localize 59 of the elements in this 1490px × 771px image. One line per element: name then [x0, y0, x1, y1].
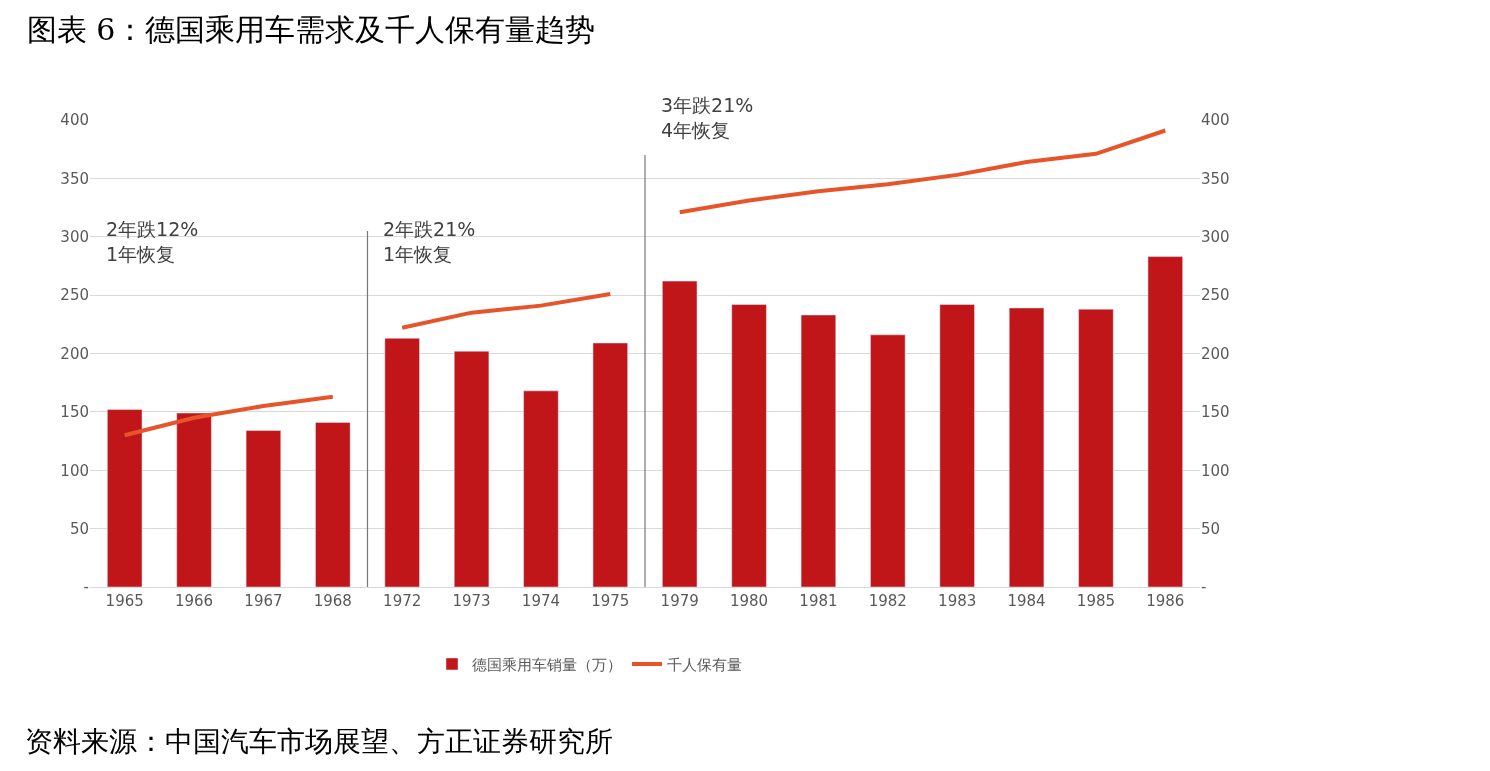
y-tick-label: 100	[60, 461, 89, 480]
x-tick-label: 1972	[383, 592, 422, 610]
x-tick-label: 1966	[174, 592, 214, 610]
bar	[1147, 256, 1183, 587]
annotation: 3年跌21% 4年恢复	[661, 94, 754, 141]
bar	[245, 430, 282, 587]
y2-tick-label: 400	[1201, 111, 1230, 130]
bar	[523, 390, 559, 587]
y-tick-label: 400	[60, 111, 89, 130]
bar	[939, 304, 975, 587]
y-tick-label: 300	[60, 228, 89, 246]
x-tick-label: 1986	[1146, 592, 1185, 610]
x-tick-label: 1981	[799, 592, 838, 610]
text: 资料来源：中国汽车市场展望、方正证券研究所	[25, 725, 613, 758]
y2-tick-label: 150	[1201, 403, 1230, 422]
bar	[176, 412, 212, 587]
annotation: 2年跌12% 1年恢复	[106, 218, 199, 265]
y2-tick-label: 50	[1201, 519, 1221, 538]
y2-tick-label: 250	[1201, 286, 1230, 305]
y2-tick-label: 200	[1201, 344, 1230, 363]
bar	[592, 342, 628, 587]
x-tick-label: 1968	[313, 592, 352, 610]
bar	[870, 334, 906, 587]
chart-title: 图表 6：德国乘用车需求及千人保有量趋势	[26, 12, 596, 48]
y-tick-label: -	[83, 578, 89, 597]
line-series	[400, 291, 613, 330]
y2-tick-label: 300	[1201, 228, 1230, 246]
y-tick-label: 350	[60, 169, 89, 188]
bar	[731, 304, 767, 587]
y2-tick-label: 350	[1201, 169, 1230, 188]
legend-label: 千人保有量	[667, 655, 742, 674]
x-tick-label: 1982	[868, 592, 907, 610]
bar	[662, 280, 698, 587]
x-tick-label: 1975	[591, 592, 630, 610]
x-tick-label: 1984	[1007, 592, 1046, 610]
x-tick-label: 1967	[244, 592, 283, 610]
bar	[107, 409, 143, 587]
x-tick-label: 1974	[521, 592, 561, 610]
x-tick-label: 1965	[105, 592, 144, 610]
bar	[800, 314, 837, 587]
bar	[315, 422, 351, 587]
y-tick-label: 200	[60, 344, 89, 363]
line-series	[122, 394, 335, 438]
x-tick-label: 1980	[729, 592, 769, 610]
x-tick-label: 1983	[938, 592, 977, 610]
x-tick-label: 1979	[660, 592, 699, 610]
y-tick-label: 150	[60, 403, 89, 422]
y-tick-label: 50	[69, 519, 89, 538]
bar	[453, 350, 490, 587]
legend-label: 德国乘用车销量（万）	[472, 655, 622, 674]
bar	[1078, 308, 1114, 587]
x-tick-label: 1973	[452, 592, 491, 610]
y2-tick-label: -	[1201, 578, 1207, 597]
annotation: 2年跌21% 1年恢复	[383, 218, 476, 265]
y2-tick-label: 100	[1201, 461, 1230, 480]
x-tick-label: 1985	[1076, 592, 1116, 610]
bar	[384, 338, 420, 587]
y-tick-label: 250	[60, 286, 89, 305]
bar	[1008, 307, 1045, 587]
